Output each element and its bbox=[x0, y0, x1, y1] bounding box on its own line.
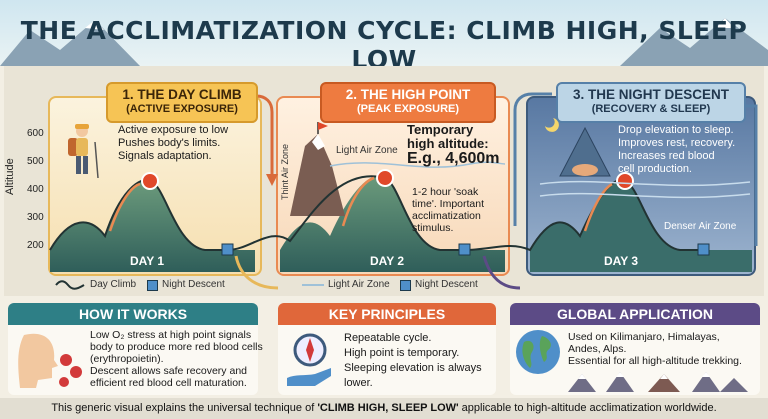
how-it-works-card: HOW IT WORKS bbox=[8, 303, 258, 395]
square-legend-icon bbox=[147, 280, 158, 291]
square-legend-icon bbox=[400, 280, 411, 291]
light-air-label: Light Air Zone bbox=[336, 145, 398, 156]
day1-hill bbox=[50, 180, 255, 272]
globe-icon bbox=[516, 330, 560, 374]
night-descent-header: 3. THE NIGHT DESCENT (RECOVERY & SLEEP) bbox=[556, 82, 746, 123]
card-title: GLOBAL APPLICATION bbox=[510, 303, 760, 325]
day-climb-header: 1. THE DAY CLIMB (ACTIVE EXPOSURE) bbox=[106, 82, 258, 123]
high-point-header: 2. THE HIGH POINT (PEAK EXPOSURE) bbox=[320, 82, 496, 123]
compass-hand-icon bbox=[287, 333, 331, 386]
axis-label: Altitude bbox=[4, 158, 16, 195]
line-legend-icon bbox=[302, 284, 324, 286]
altitude-caption: Temporary high altitude: bbox=[407, 122, 489, 151]
legend-night-descent: Night Descent bbox=[162, 279, 225, 290]
day-label: DAY 2 bbox=[370, 254, 405, 268]
altitude-value: E.g., 4,600m bbox=[407, 150, 500, 167]
card-text: Used on Kilimanjaro, Himalayas, Andes, A… bbox=[568, 331, 742, 367]
flag-icon bbox=[318, 122, 328, 130]
axis-tick: 200 bbox=[27, 240, 44, 251]
axis-tick: 500 bbox=[27, 156, 44, 167]
panel-subtitle: (PEAK EXPOSURE) bbox=[356, 103, 460, 115]
panel-text: Drop elevation to sleep. Improves rest, … bbox=[618, 124, 736, 175]
card-title: HOW IT WORKS bbox=[8, 303, 258, 325]
panel-subtitle: (ACTIVE EXPOSURE) bbox=[126, 103, 238, 115]
day-label: DAY 1 bbox=[130, 254, 165, 268]
high-peak bbox=[290, 134, 345, 216]
axis-tick: 300 bbox=[27, 212, 44, 223]
legend-night-descent: Night Descent bbox=[415, 279, 478, 290]
dense-air-label: Denser Air Zone bbox=[664, 221, 737, 232]
hiker-icon bbox=[68, 124, 99, 179]
night-marker bbox=[697, 243, 710, 256]
thin-air-label: Thint Air Zone bbox=[280, 143, 290, 200]
day2-hill bbox=[280, 175, 505, 272]
title-banner: THE ACCLIMATIZATION CYCLE: CLIMB HIGH, S… bbox=[0, 0, 768, 74]
night-marker bbox=[221, 243, 234, 256]
card-text: Repeatable cycle. High point is temporar… bbox=[344, 332, 482, 389]
footer-note: This generic visual explains the univers… bbox=[0, 398, 768, 419]
axis-tick: 400 bbox=[27, 184, 44, 195]
panel-text: 1-2 hour 'soak time'. Important acclimat… bbox=[412, 186, 485, 234]
card-text: Low O₂ stress at high point signals body… bbox=[90, 329, 263, 389]
panel-text: Active exposure to low Pushes body's lim… bbox=[118, 124, 229, 162]
card-title: KEY PRINCIPLES bbox=[278, 303, 496, 325]
peak-marker bbox=[376, 169, 394, 187]
peak-marker bbox=[616, 172, 634, 190]
panel-subtitle: (RECOVERY & SLEEP) bbox=[591, 103, 711, 115]
wave-legend-icon bbox=[55, 280, 85, 290]
head-breathing-icon bbox=[18, 333, 82, 388]
banner-mountains-icon bbox=[0, 18, 768, 66]
legend-day-climb: Day Climb bbox=[90, 279, 137, 290]
altitude-wave-graph bbox=[49, 92, 758, 290]
panel-title: 2. THE HIGH POINT bbox=[345, 87, 471, 102]
night-marker bbox=[458, 243, 471, 256]
global-application-card: GLOBAL APPLICATION bbox=[510, 303, 760, 395]
day3-hill bbox=[530, 180, 752, 272]
panel-title: 3. THE NIGHT DESCENT bbox=[572, 87, 729, 102]
peak-marker bbox=[141, 172, 159, 190]
day-label: DAY 3 bbox=[604, 254, 639, 268]
panel-title: 1. THE DAY CLIMB bbox=[122, 87, 242, 102]
mountain-range-icon bbox=[568, 372, 748, 392]
moon-icon bbox=[545, 118, 559, 132]
axis-tick: 600 bbox=[27, 128, 44, 139]
legend-light-air: Light Air Zone bbox=[328, 279, 390, 290]
